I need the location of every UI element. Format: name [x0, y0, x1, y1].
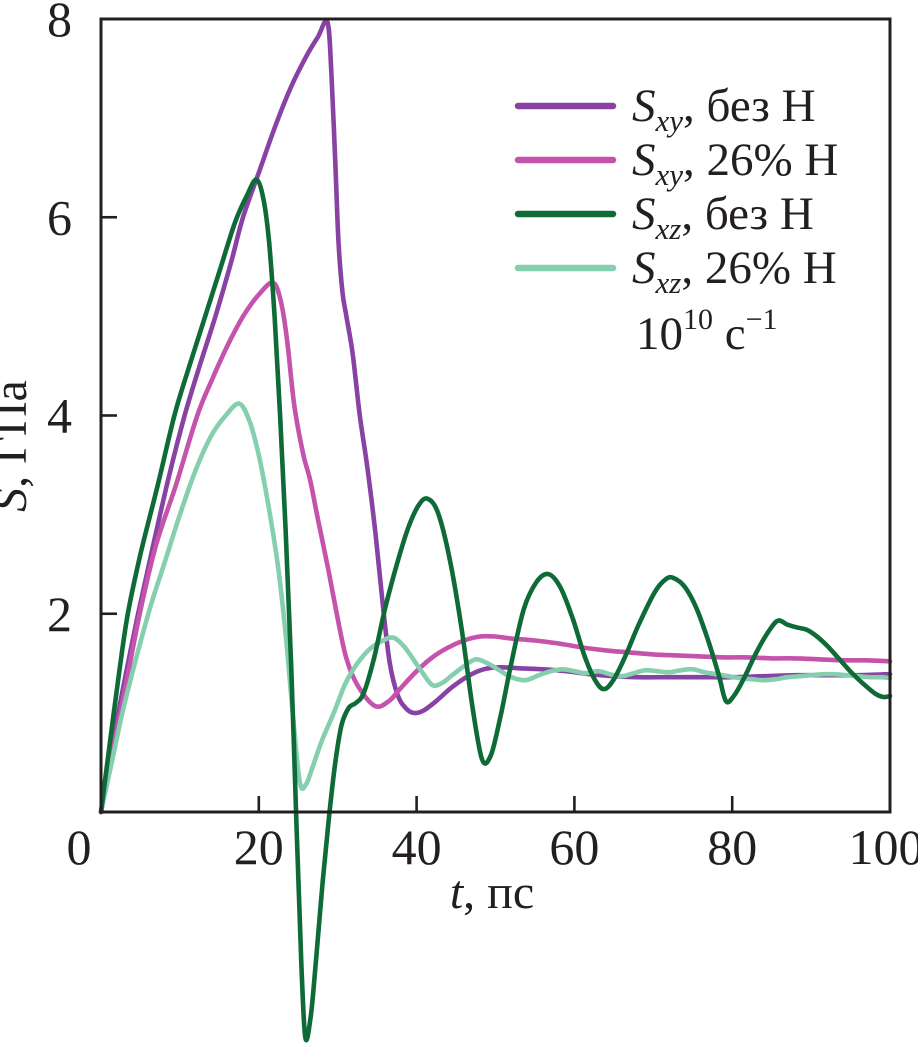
x-axis-label: t, пс — [450, 866, 534, 919]
legend-label-0: Sxy, без Н — [632, 80, 816, 138]
y-tick-label-4: 4 — [47, 388, 72, 444]
rate-annotation: 1010 с−1 — [636, 303, 778, 360]
legend-label-1: Sxy, 26% Н — [632, 134, 838, 192]
x-tick-label-40: 40 — [392, 819, 442, 875]
series-line-2 — [98, 177, 893, 1043]
series-lines — [98, 18, 893, 1043]
x-tick-label-60: 60 — [549, 819, 599, 875]
series-line-3 — [98, 401, 893, 815]
series-line-1 — [98, 280, 893, 815]
x-tick-label-80: 80 — [707, 819, 757, 875]
units-annotation: 1010 с−1 — [636, 303, 778, 360]
x-tick-label-20: 20 — [234, 819, 284, 875]
y-tick-label-8: 8 — [47, 0, 72, 47]
axis-labels: t, пс S, ГПа — [0, 380, 534, 919]
axis-ticks — [101, 215, 734, 812]
legend-label-2: Sxz, без Н — [632, 188, 814, 246]
legend-label-3: Sxz, 26% Н — [632, 242, 837, 300]
x-tick-label-0: 0 — [67, 819, 92, 875]
tick-labels: 0 20 40 60 80 100 2 4 6 8 — [47, 0, 918, 875]
x-tick-label-100: 100 — [849, 819, 918, 875]
y-tick-label-2: 2 — [47, 586, 72, 642]
y-axis-label: S, ГПа — [0, 380, 37, 512]
y-tick-label-6: 6 — [47, 189, 72, 245]
